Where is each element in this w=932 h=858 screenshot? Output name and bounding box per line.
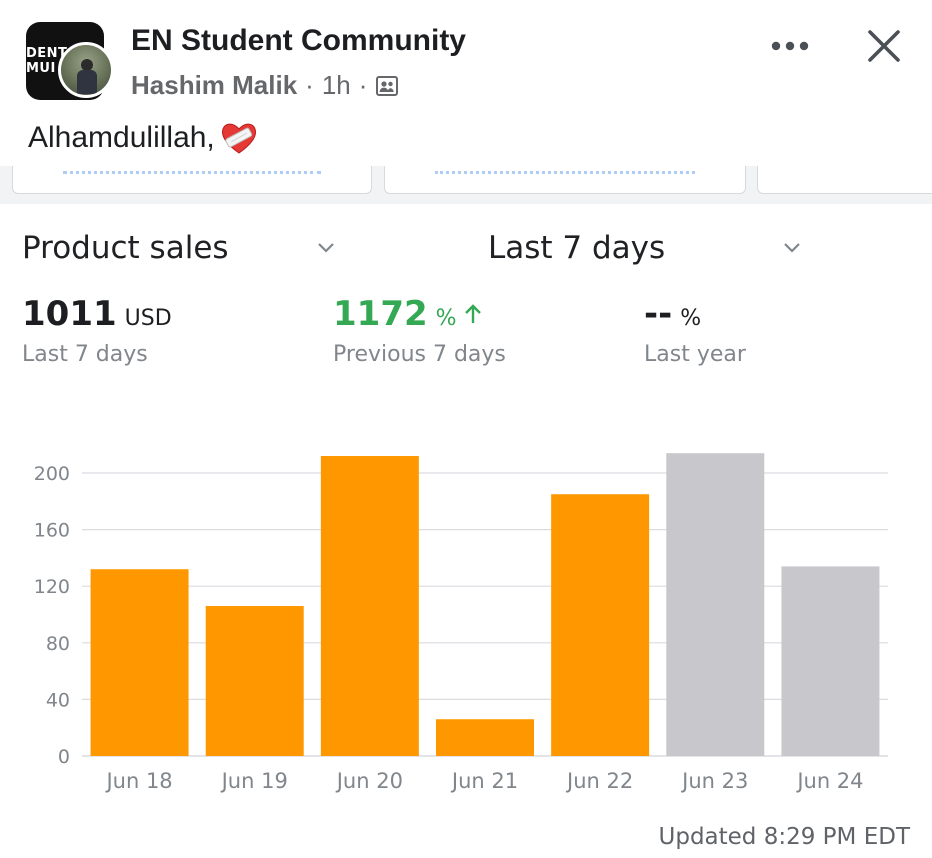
y-tick-label: 120 bbox=[34, 576, 70, 598]
chart-bar[interactable] bbox=[320, 456, 419, 756]
x-tick-label: Jun 23 bbox=[680, 769, 748, 793]
chart-bar[interactable] bbox=[436, 719, 534, 756]
post-header: DENT MUI EN Student Community Hashim Mali… bbox=[0, 0, 932, 112]
group-members-icon bbox=[376, 75, 399, 96]
stat-last-year-value: -- bbox=[644, 294, 673, 334]
stat-current-unit: USD bbox=[124, 306, 172, 331]
stat-previous-value: 1172 bbox=[333, 294, 428, 334]
stat-current-value: 1011 bbox=[22, 294, 117, 334]
cards-strip bbox=[0, 166, 932, 204]
post-meta: Hashim Malik · 1h · bbox=[131, 70, 399, 101]
metric-dropdown-label: Product sales bbox=[22, 230, 229, 266]
x-tick-label: Jun 19 bbox=[220, 769, 288, 793]
y-tick-label: 80 bbox=[46, 633, 70, 655]
author-avatar-head bbox=[81, 59, 93, 71]
sales-chart: 0 40 80 120 160 200 Jun 18 Jun 19 Jun 20 Jun 21 Ju… bbox=[0, 436, 932, 796]
stat-last-year-label: Last year bbox=[644, 342, 746, 367]
chart-bar[interactable] bbox=[205, 606, 304, 756]
mending-heart-emoji bbox=[221, 123, 256, 154]
more-horizontal-icon bbox=[771, 41, 809, 51]
stat-current-label: Last 7 days bbox=[22, 342, 148, 367]
stat-last-year-unit: % bbox=[680, 306, 702, 331]
author-name[interactable]: Hashim Malik bbox=[131, 70, 298, 100]
stat-previous-unit: % bbox=[435, 306, 457, 331]
author-avatar-body bbox=[77, 70, 97, 94]
sales-screenshot: Product sales Last 7 days 1011 USD Last … bbox=[0, 166, 932, 858]
period-dropdown[interactable]: Last 7 days bbox=[488, 228, 665, 268]
sales-bar-chart: 0 40 80 120 160 200 Jun 18 Jun 19 Jun 20 Jun 21 Ju… bbox=[34, 453, 888, 793]
post-text: Alhamdulillah, bbox=[28, 118, 259, 158]
stat-previous: 1172 % Previous 7 days bbox=[333, 294, 506, 367]
post-caption: Alhamdulillah, bbox=[28, 121, 215, 154]
chart-bar[interactable] bbox=[90, 569, 189, 756]
meta-separator: · bbox=[305, 70, 314, 100]
close-button[interactable] bbox=[862, 24, 906, 68]
stat-last-year: -- % Last year bbox=[644, 294, 746, 367]
group-name[interactable]: EN Student Community bbox=[131, 24, 466, 57]
author-avatar[interactable] bbox=[58, 42, 114, 98]
strip-card bbox=[757, 166, 932, 194]
period-dropdown-label: Last 7 days bbox=[488, 230, 666, 266]
x-tick-label: Jun 21 bbox=[450, 769, 518, 793]
more-options-button[interactable] bbox=[768, 32, 812, 60]
y-tick-label: 160 bbox=[34, 520, 70, 542]
chevron-down-icon[interactable] bbox=[314, 236, 338, 260]
y-tick-label: 0 bbox=[58, 746, 70, 768]
strip-card bbox=[384, 166, 746, 194]
chevron-down-icon[interactable] bbox=[780, 236, 804, 260]
x-tick-label: Jun 18 bbox=[104, 769, 172, 793]
x-tick-label: Jun 22 bbox=[565, 769, 633, 793]
chart-bar[interactable] bbox=[551, 494, 650, 756]
stat-previous-label: Previous 7 days bbox=[333, 342, 506, 367]
meta-separator-2: · bbox=[358, 70, 368, 100]
y-tick-label: 200 bbox=[34, 463, 70, 485]
group-avatar-logo-text: DENT MUI bbox=[26, 46, 68, 76]
close-icon bbox=[868, 30, 900, 62]
chart-bar[interactable] bbox=[666, 453, 765, 756]
updated-timestamp: Updated 8:29 PM EDT bbox=[658, 824, 910, 850]
metric-dropdown[interactable]: Product sales bbox=[22, 228, 229, 268]
chart-bar[interactable] bbox=[781, 566, 880, 756]
strip-card bbox=[12, 166, 372, 194]
arrow-up-icon bbox=[464, 304, 481, 323]
x-tick-label: Jun 24 bbox=[795, 769, 863, 793]
post-time[interactable]: 1h bbox=[321, 70, 351, 100]
x-tick-label: Jun 20 bbox=[335, 769, 403, 793]
stat-current: 1011 USD Last 7 days bbox=[22, 294, 172, 367]
y-tick-label: 40 bbox=[46, 689, 70, 711]
